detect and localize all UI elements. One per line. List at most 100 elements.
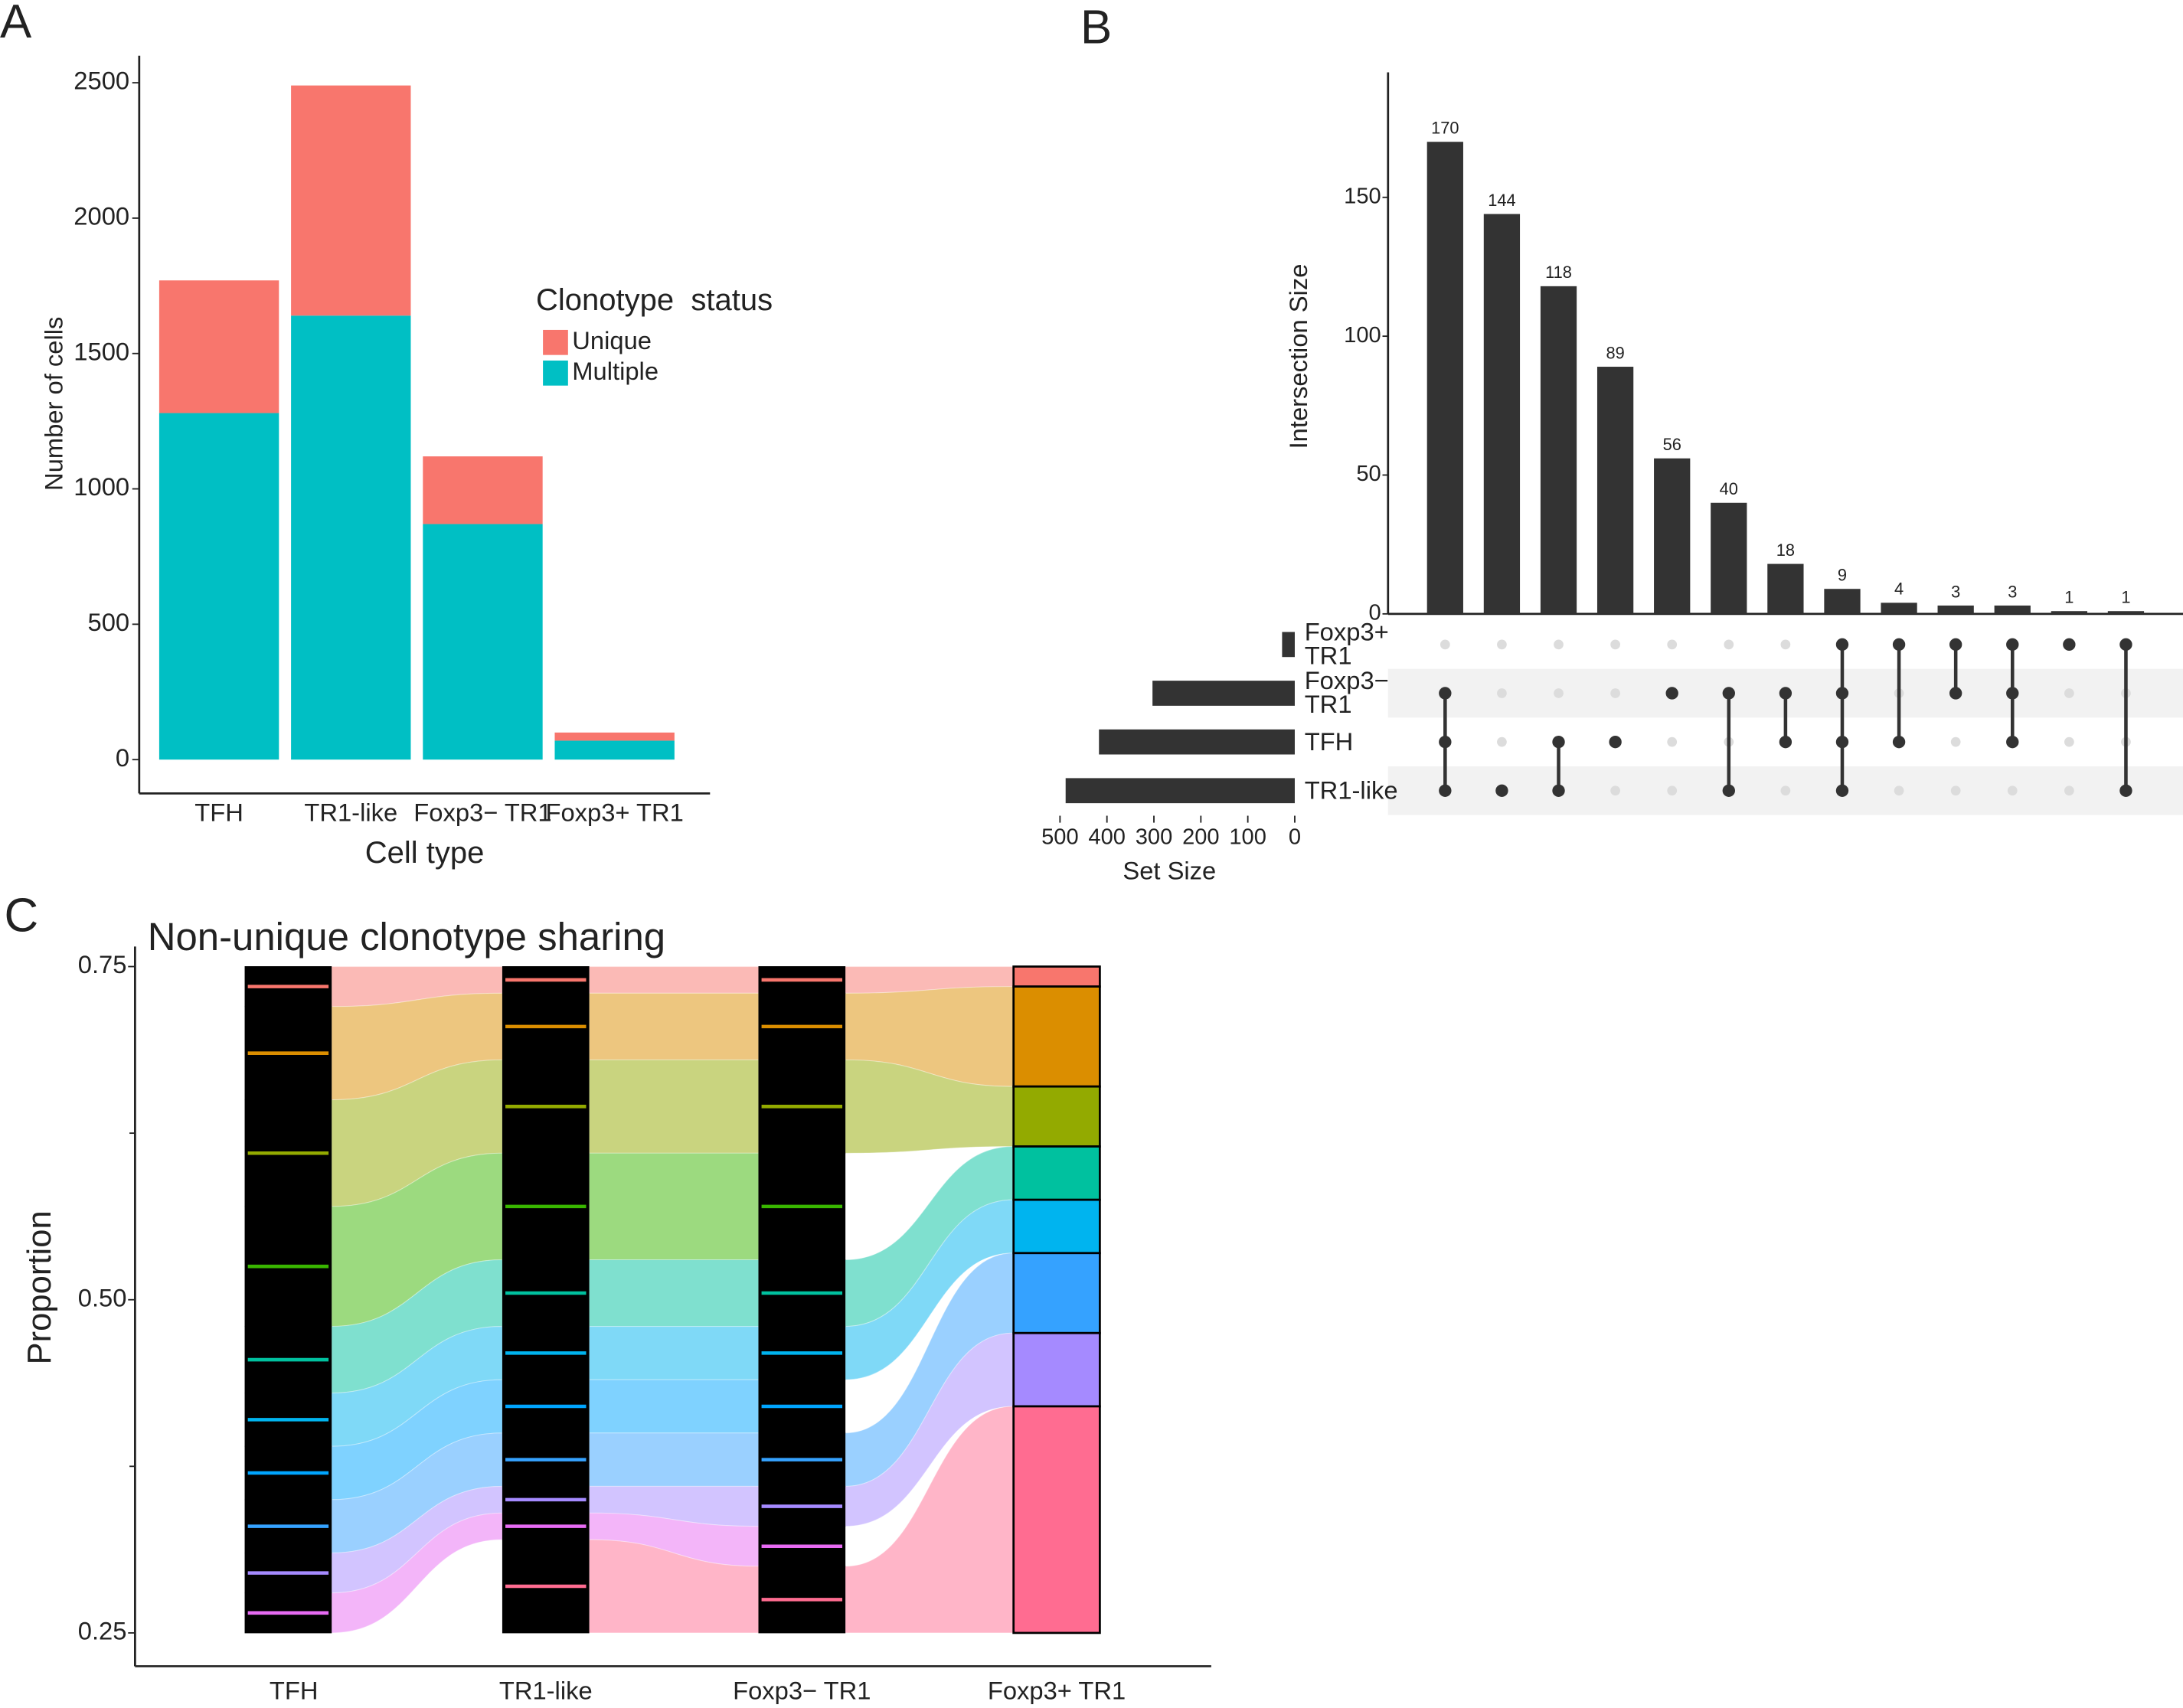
legend-key	[543, 360, 568, 386]
bar-segment	[158, 280, 279, 413]
bar-label: 4	[1894, 580, 1904, 599]
y-axis-label: Number of cells	[39, 317, 67, 491]
matrix-dot	[2119, 784, 2132, 797]
x-tick-label: 200	[1182, 825, 1220, 849]
stratum	[1012, 985, 1101, 1088]
matrix-dot	[1552, 735, 1565, 749]
bar-segment	[423, 456, 543, 524]
matrix-dot	[1609, 735, 1622, 749]
set-label: TR1-like	[1304, 776, 1398, 805]
x-tick-label: 0	[1289, 825, 1301, 849]
matrix-dot	[1665, 687, 1678, 700]
y-tick-label: 2000	[74, 202, 129, 230]
flow	[588, 1152, 760, 1261]
bar-segment	[291, 315, 411, 760]
bar	[1937, 605, 1974, 614]
bar-label: 170	[1431, 119, 1459, 138]
stratum	[1012, 965, 1101, 988]
y-axis-label: Proportion	[21, 1210, 58, 1364]
y-tick-label: 0	[1369, 601, 1381, 625]
y-tick-label: 50	[1356, 462, 1381, 486]
y-tick-label: 0	[116, 743, 129, 772]
set-label-box: TFH	[1304, 727, 1354, 756]
flow	[588, 965, 760, 994]
bar-segment	[158, 413, 279, 760]
x-tick-label: Foxp3− TR1	[733, 1677, 871, 1705]
y-tick-label: 500	[88, 608, 130, 636]
y-tick-label: 0.25	[78, 1617, 127, 1645]
bar	[1596, 367, 1634, 614]
bar-segment	[423, 524, 543, 760]
x-tick-label: Foxp3+ TR1	[545, 798, 683, 826]
matrix-dot	[1949, 687, 1962, 700]
stratum	[1012, 1252, 1101, 1334]
matrix-dot-empty	[1497, 639, 1507, 650]
matrix-dot-empty	[2064, 785, 2074, 796]
legend-title: Clonotype status	[536, 283, 773, 317]
bar	[1426, 142, 1463, 614]
set-label: TFH	[1304, 727, 1354, 756]
y-tick-label: 150	[1344, 184, 1381, 208]
bar-label: 9	[1838, 566, 1847, 585]
x-tick-label: TFH	[194, 798, 243, 826]
matrix-dot	[1552, 784, 1565, 797]
matrix-dot	[2063, 638, 2076, 652]
set-label: Foxp3+ TR1	[1304, 618, 1389, 670]
bar-label: 18	[1776, 540, 1795, 560]
matrix-dot-empty	[1667, 736, 1678, 747]
matrix-dot-empty	[1440, 639, 1450, 650]
flow	[588, 1059, 760, 1154]
bar	[2051, 611, 2087, 614]
x-tick-label: TR1-like	[499, 1677, 593, 1705]
matrix-dot-empty	[2064, 736, 2074, 747]
bar-label: 1	[2121, 588, 2130, 607]
bar	[1654, 458, 1691, 614]
bar	[1767, 563, 1804, 614]
y-tick-label: 2500	[74, 67, 129, 95]
bar-segment	[554, 740, 675, 760]
matrix-dot-empty	[1497, 688, 1507, 698]
stratum	[1012, 1145, 1101, 1201]
y-tick-label: 100	[1344, 323, 1381, 348]
matrix-dot-empty	[1610, 639, 1620, 650]
bar-segment	[291, 85, 411, 316]
x-tick-label: 100	[1229, 825, 1266, 849]
bar	[2107, 611, 2145, 614]
bar	[1994, 605, 2031, 614]
stratum	[1012, 1331, 1101, 1408]
matrix-dot-empty	[2007, 785, 2018, 796]
panel-label: B	[1080, 1, 1112, 54]
matrix-dot-empty	[1950, 785, 1961, 796]
y-tick-label: 0.75	[78, 950, 127, 978]
matrix-dot	[1835, 784, 1849, 797]
legend-key	[543, 329, 568, 355]
bar-label: 3	[1951, 582, 1960, 601]
panel-label: C	[4, 889, 38, 942]
bar-label: 3	[2008, 582, 2017, 601]
bar-segment	[554, 732, 675, 741]
y-tick-label: 1000	[74, 472, 129, 501]
matrix-dot-empty	[1610, 785, 1620, 796]
bar	[1540, 286, 1577, 614]
matrix-dot	[2006, 638, 2019, 652]
matrix-dot	[1495, 784, 1508, 797]
set-bar	[1152, 681, 1295, 706]
x-tick-label: TR1-like	[304, 798, 397, 826]
bar-label: 1	[2064, 588, 2074, 607]
matrix-dot	[1779, 687, 1792, 700]
set-bar	[1065, 778, 1295, 804]
matrix-dot	[1949, 638, 1962, 652]
matrix-dot-empty	[1667, 785, 1678, 796]
flow	[588, 1379, 760, 1434]
matrix-dot	[2006, 687, 2019, 700]
matrix-dot	[1722, 784, 1735, 797]
flow	[588, 1325, 760, 1380]
matrix-dot	[1722, 687, 1735, 700]
matrix-dot-empty	[1554, 639, 1564, 650]
x-axis-label: Set Size	[1123, 857, 1216, 885]
x-axis-label: Cell type	[365, 836, 485, 870]
chart-title: Non-unique clonotype sharing	[148, 915, 665, 959]
matrix-dot-empty	[1780, 785, 1791, 796]
flow	[588, 1432, 760, 1487]
